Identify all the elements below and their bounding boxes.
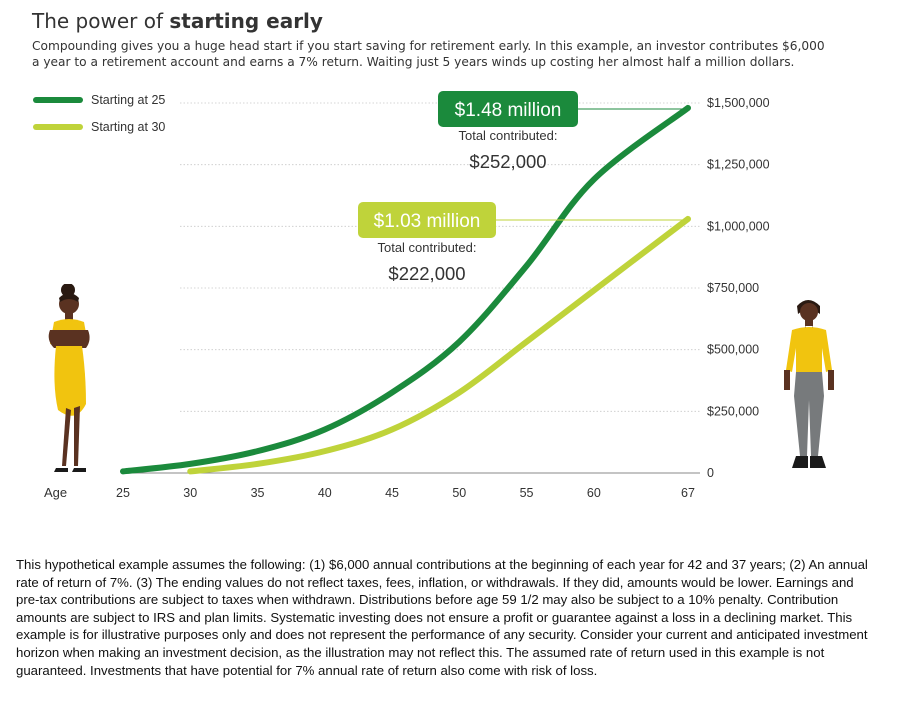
- x-tick-label: 50: [452, 486, 466, 500]
- title-prefix: The power of: [32, 9, 170, 33]
- annotation-contrib-value: $222,000: [388, 263, 465, 284]
- grid-lines: [180, 102, 700, 412]
- x-tick-label: 25: [116, 486, 130, 500]
- y-tick-label: $1,250,000: [707, 158, 770, 172]
- y-tick-label: $1,500,000: [707, 96, 770, 110]
- x-tick-label: 60: [587, 486, 601, 500]
- y-tick-label: $250,000: [707, 404, 759, 418]
- growth-chart: 0 $250,000 $500,000 $750,000 $1,000,000 $1,25…: [33, 91, 770, 500]
- axes: 0 $250,000 $500,000 $750,000 $1,000,000 $1,25…: [44, 96, 770, 500]
- annotation-contrib-label: Total contributed:: [377, 240, 476, 255]
- legend-label: Starting at 25: [91, 93, 165, 107]
- annotation-box: [358, 202, 496, 238]
- legend: Starting at 25 Starting at 30: [33, 93, 165, 134]
- y-tick-label: $500,000: [707, 343, 759, 357]
- y-tick-label: 0: [707, 466, 714, 480]
- x-tick-label: 35: [251, 486, 265, 500]
- y-tick-label: $1,000,000: [707, 219, 770, 233]
- x-tick-label: 40: [318, 486, 332, 500]
- series-line-start-25: [120, 104, 691, 475]
- woman-left-illustration: [48, 284, 90, 472]
- woman-right-illustration: [784, 300, 834, 468]
- annotation-value: $1.03 million: [374, 211, 481, 232]
- annotations: $1.48 million Total contributed: $252,000 $…: [358, 91, 688, 284]
- series-line-start-30: [187, 215, 691, 475]
- x-tick-label: 55: [520, 486, 534, 500]
- x-tick-label: 45: [385, 486, 399, 500]
- x-tick-label: 30: [183, 486, 197, 500]
- legend-label: Starting at 30: [91, 120, 165, 134]
- chart-subtitle: Compounding gives you a huge head start …: [32, 39, 825, 69]
- x-tick-label: 67: [681, 486, 695, 500]
- x-axis-label: Age: [44, 485, 67, 500]
- disclaimer-footnote: This hypothetical example assumes the fo…: [16, 557, 868, 678]
- annotation-box: [438, 91, 578, 127]
- y-tick-label: $750,000: [707, 281, 759, 295]
- annotation-value: $1.48 million: [455, 100, 562, 121]
- annotation-contrib-value: $252,000: [469, 151, 546, 172]
- title-emphasis: starting early: [169, 9, 323, 33]
- annotation-contrib-label: Total contributed:: [458, 128, 557, 143]
- chart-title: The power of starting early: [32, 9, 323, 33]
- series-lines: [120, 104, 691, 475]
